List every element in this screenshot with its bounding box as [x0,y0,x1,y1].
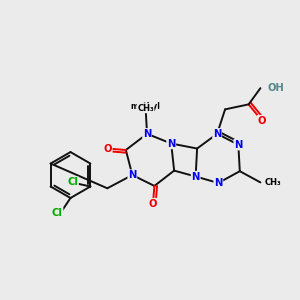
Text: N: N [191,172,200,182]
Text: N: N [128,170,136,180]
Text: N: N [143,129,151,139]
Text: N: N [214,178,223,188]
Text: CH₃: CH₃ [137,104,154,113]
Text: methyl: methyl [130,102,160,111]
Text: O: O [149,199,157,208]
Text: Cl: Cl [52,208,63,218]
Text: OH: OH [268,83,284,93]
Text: O: O [258,116,266,126]
Text: N: N [167,139,176,148]
Text: CH₃: CH₃ [265,178,281,187]
Text: O: O [103,143,112,154]
Text: N: N [213,129,221,139]
Text: Cl: Cl [67,177,78,187]
Text: N: N [234,140,242,150]
